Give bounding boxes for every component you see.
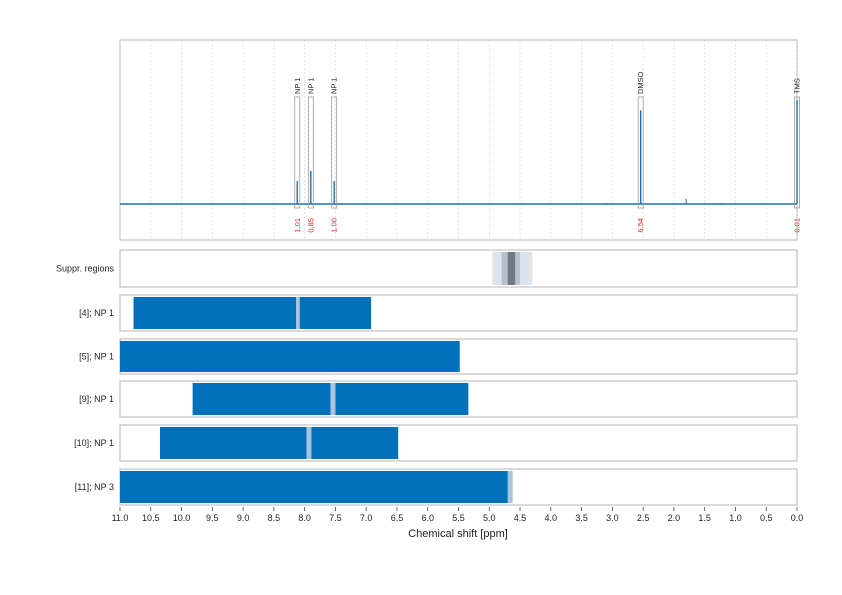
track-marker <box>296 297 300 329</box>
track-label: [10]; NP 1 <box>74 438 114 448</box>
peak-label: NP 1 <box>306 77 315 94</box>
spectrum-panel: NP 1 1.01 NP 1 0.85 NP 1 1.00 DMSO 6.54 TMS 0.01 <box>119 39 802 241</box>
track-marker <box>330 383 336 415</box>
x-tick-label: 0.5 <box>760 513 773 523</box>
x-tick-label: 6.5 <box>391 513 404 523</box>
x-tick-label: 6.0 <box>421 513 434 523</box>
track-bar <box>120 341 460 372</box>
x-tick-label: 2.5 <box>637 513 650 523</box>
peak-label: TMS <box>793 78 802 94</box>
x-tick-label: 9.0 <box>237 513 250 523</box>
track-marker <box>507 471 513 503</box>
track-bar <box>160 427 307 459</box>
x-tick-label: 10.5 <box>142 513 160 523</box>
peak-label: NP 1 <box>293 77 302 94</box>
track-label: [11]; NP 3 <box>75 482 114 492</box>
x-tick-label: 5.5 <box>452 513 465 523</box>
track-bar <box>299 297 372 329</box>
track-bar <box>192 383 331 415</box>
x-tick-label: 8.0 <box>298 513 311 523</box>
peak-region-box <box>637 96 644 209</box>
peak-integral: 1.00 <box>330 218 339 233</box>
peak-region-box <box>794 96 800 209</box>
x-tick-label: 5.0 <box>483 513 496 523</box>
peak-label: NP 1 <box>330 77 339 94</box>
x-tick-label: 0.0 <box>791 513 804 523</box>
peak-region-box <box>307 96 314 209</box>
track-frame <box>119 249 798 288</box>
x-tick-label: 1.5 <box>698 513 711 523</box>
x-tick-label: 10.0 <box>173 513 191 523</box>
x-tick-label: 4.0 <box>545 513 558 523</box>
track-marker <box>306 427 312 459</box>
track-label: [5]; NP 1 <box>79 352 114 362</box>
peak-integral: 0.85 <box>306 218 315 233</box>
track-label: [9]; NP 1 <box>79 394 114 404</box>
x-tick-label: 3.5 <box>575 513 588 523</box>
peak-integral: 0.01 <box>793 218 802 233</box>
x-tick-label: 9.5 <box>206 513 219 523</box>
track-bar <box>133 297 297 329</box>
x-tick-label: 1.0 <box>729 513 742 523</box>
x-tick-label: 3.0 <box>606 513 619 523</box>
track-label: Suppr. regions <box>56 264 115 274</box>
track-bar <box>120 471 508 503</box>
peak-integral: 6.54 <box>636 218 645 233</box>
x-tick-label: 8.5 <box>268 513 281 523</box>
track-bar <box>311 427 399 459</box>
x-tick-label: 4.5 <box>514 513 527 523</box>
x-tick-label: 7.0 <box>360 513 373 523</box>
track-panels: Suppr. regions [4]; NP 1 [5]; NP 1 [9]; NP … <box>56 249 798 506</box>
peak-integral: 1.01 <box>293 218 302 233</box>
x-tick-label: 2.0 <box>668 513 681 523</box>
track-label: [4]; NP 1 <box>79 308 114 318</box>
peak-label: DMSO <box>636 71 645 94</box>
x-axis-label: Chemical shift [ppm] <box>408 528 508 540</box>
peak-region-box <box>294 96 301 209</box>
x-tick-label: 7.5 <box>329 513 342 523</box>
x-axis: 11.0 10.5 10.0 9.5 9.0 8.5 8.0 7.5 7.0 6.5 6.0 5.5 5… <box>112 507 804 523</box>
track-bar <box>335 383 469 415</box>
x-tick-label: 11.0 <box>112 513 129 523</box>
peak-region-box <box>331 96 338 209</box>
suppression-region <box>507 252 516 285</box>
